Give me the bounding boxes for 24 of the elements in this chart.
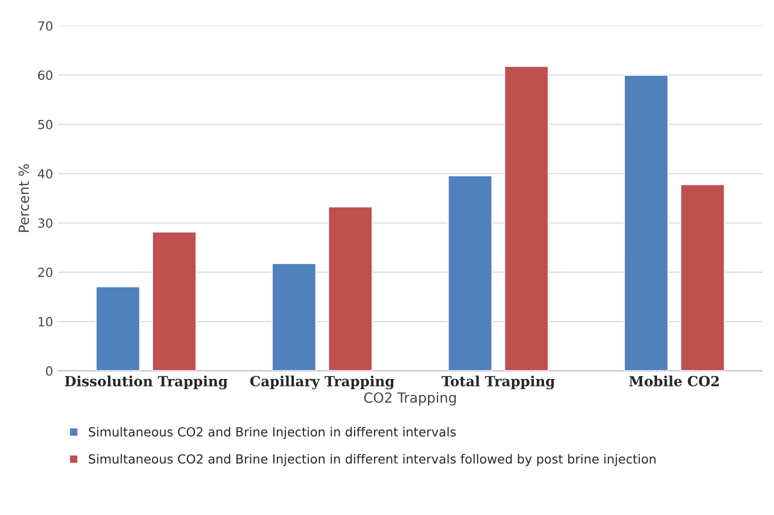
bar [504, 65, 550, 371]
y-axis-title: Percent % [18, 164, 30, 232]
legend-label: Simultaneous CO2 and Brine Injection in different intervals followed by post brine injection [88, 454, 656, 466]
y-tick-label: 40 [38, 169, 52, 179]
legend-label: Simultaneous CO2 and Brine Injection in different intervals [88, 426, 456, 440]
x-axis-title: CO2 Trapping [364, 392, 456, 406]
y-tick-label: 0 [46, 366, 52, 376]
bar [680, 184, 726, 371]
y-tick-label: 30 [38, 218, 52, 228]
y-tick-label: 20 [38, 268, 52, 278]
bar [152, 231, 197, 371]
y-tick-label: 50 [38, 120, 52, 130]
y-tick-label: 60 [38, 70, 52, 80]
x-tick-label: Capillary Trapping [250, 376, 394, 390]
x-tick-label: Mobile CO2 [629, 376, 719, 386]
bar [328, 206, 374, 371]
y-tick-label: 10 [38, 316, 52, 326]
bar [95, 286, 141, 371]
bar [447, 174, 493, 371]
x-tick-label: Total Trapping [442, 376, 555, 390]
bar [271, 262, 317, 371]
y-tick-label: 70 [38, 21, 52, 31]
x-tick-label: Dissolution Trapping [64, 376, 228, 390]
bar [623, 74, 669, 371]
